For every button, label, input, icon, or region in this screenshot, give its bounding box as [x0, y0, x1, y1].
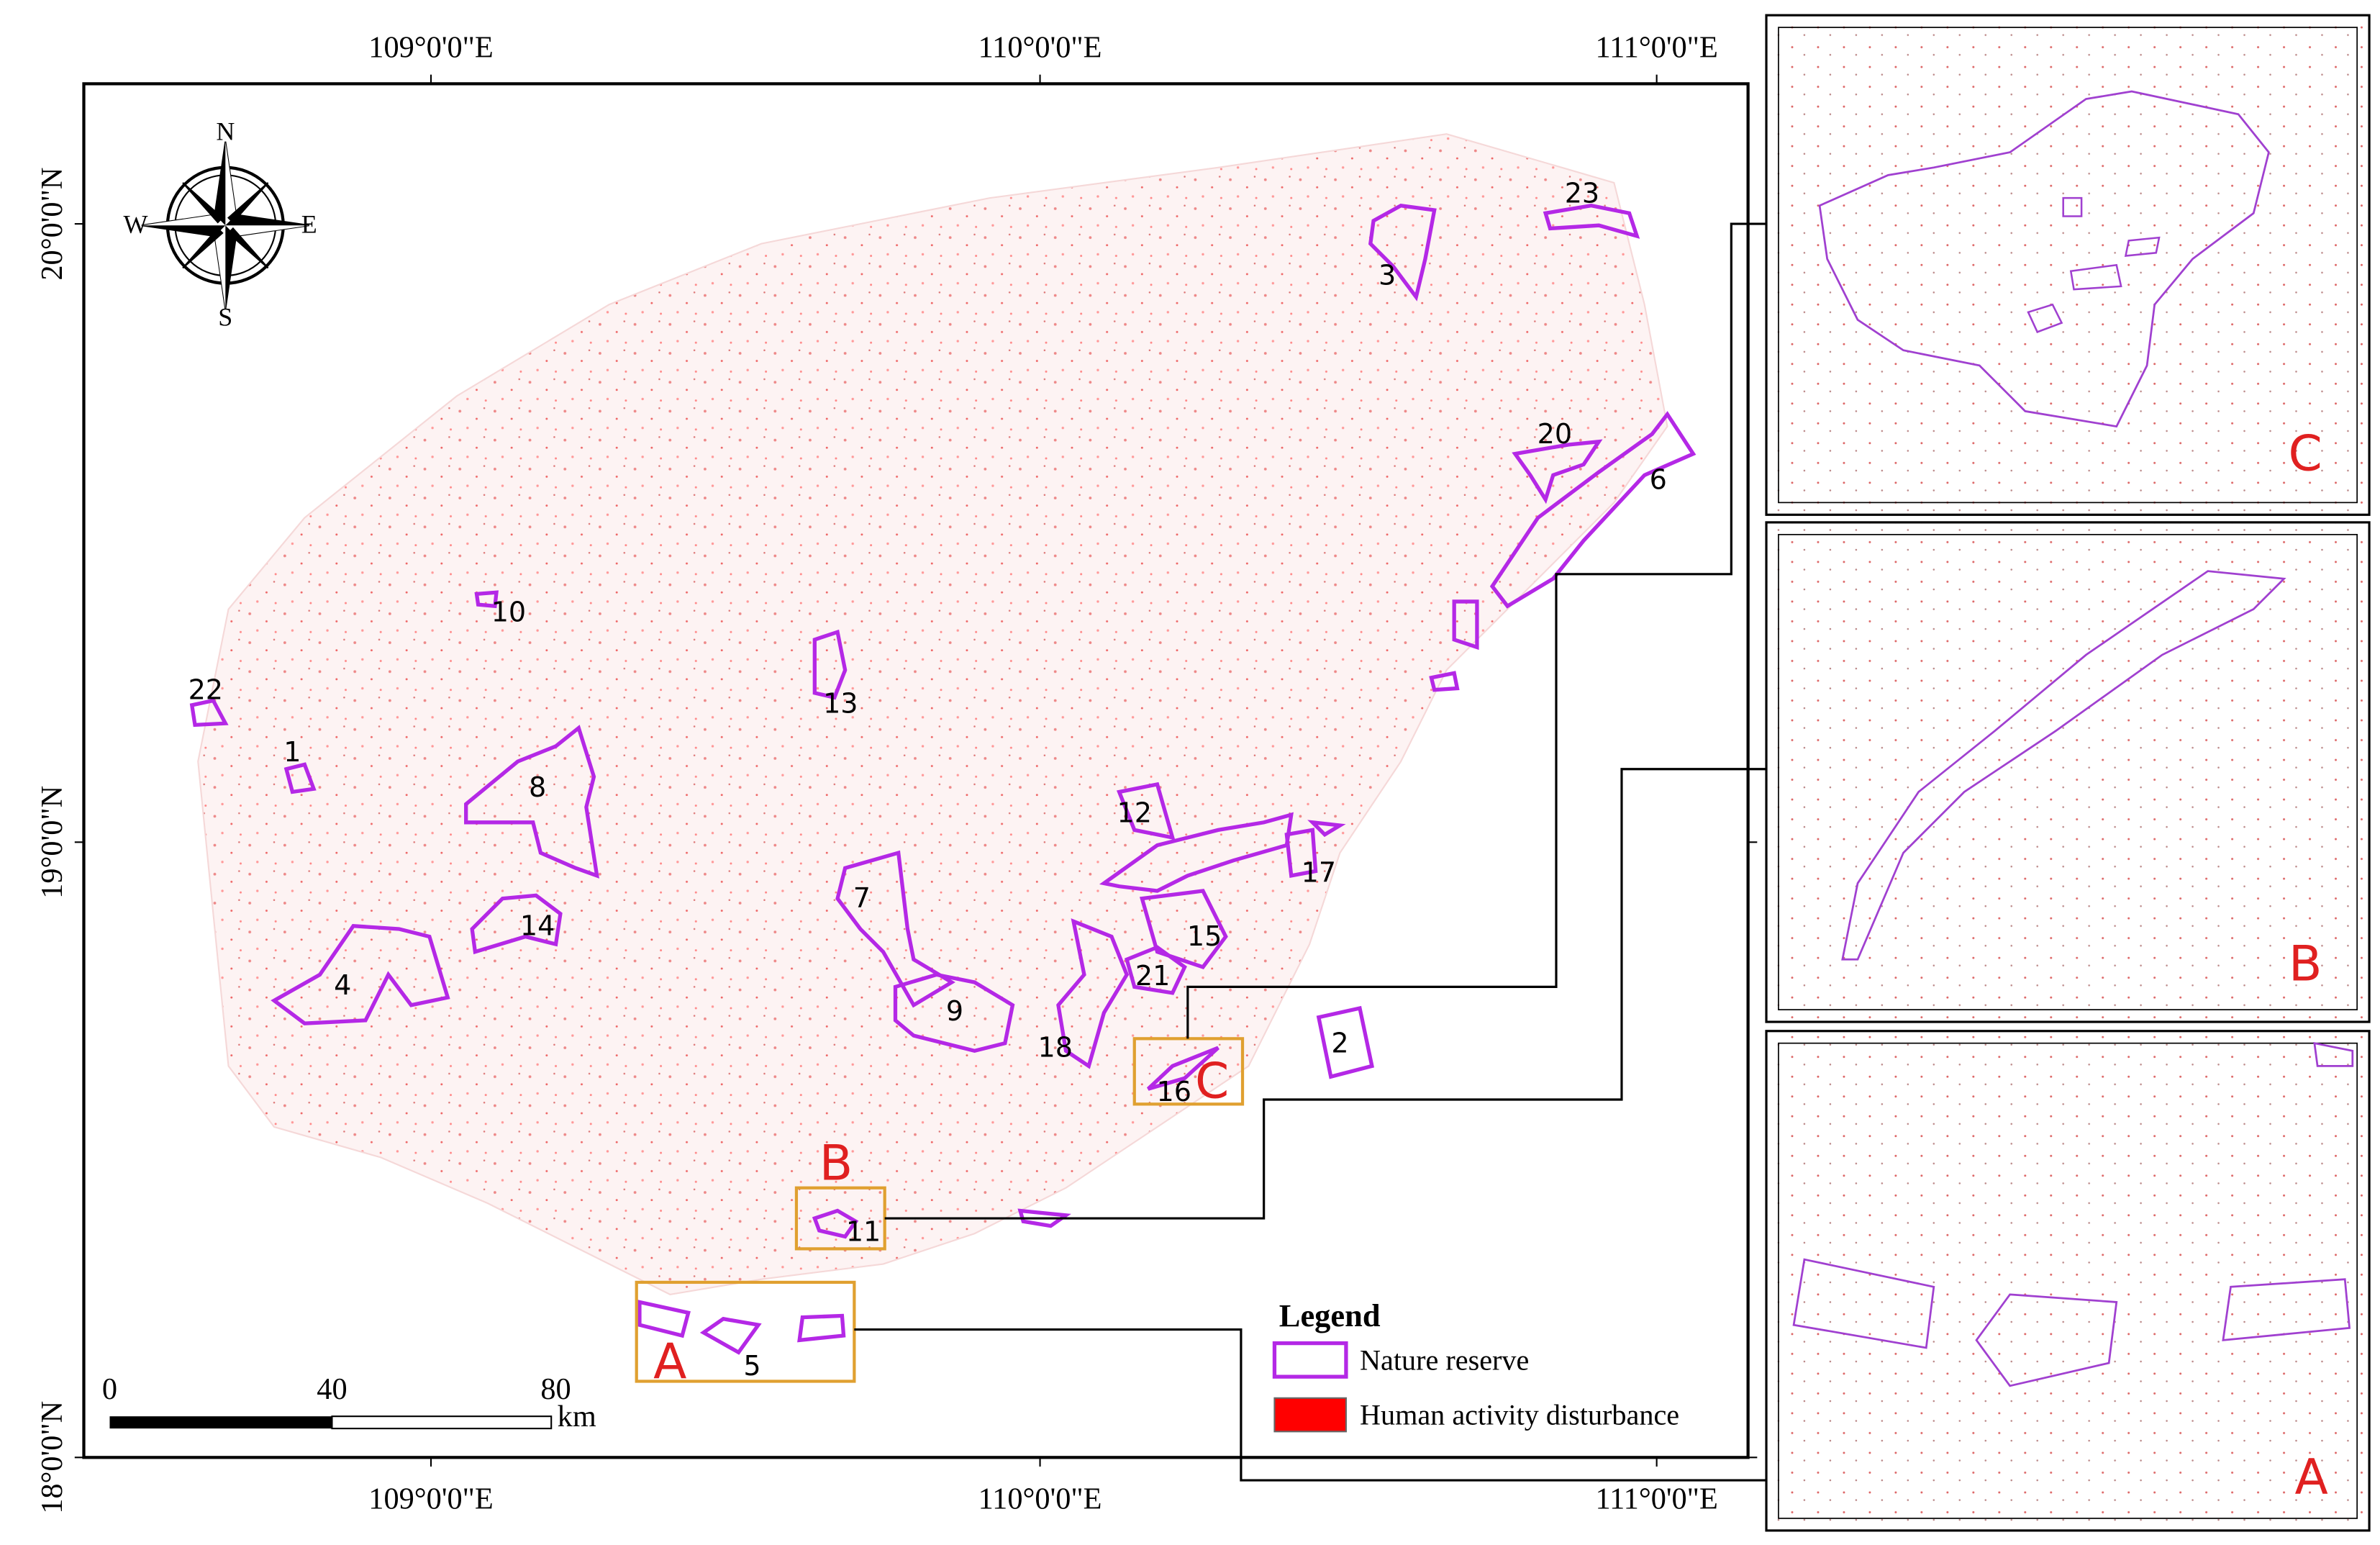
inset-inner — [1778, 533, 2358, 1010]
reserve-label: 1 — [283, 736, 301, 768]
reserve-label: 10 — [491, 596, 526, 627]
reserve — [1368, 203, 1437, 302]
connectors — [854, 222, 1767, 1482]
reserve-label: 5 — [743, 1350, 760, 1382]
reserve-label: 23 — [1565, 177, 1599, 209]
scale-segment — [331, 1415, 553, 1430]
reserve-label: 3 — [1379, 260, 1396, 291]
reserve — [1543, 204, 1640, 239]
reserve-label: 8 — [529, 771, 546, 803]
inset-letter: C — [2289, 425, 2322, 481]
compass-letter: N — [216, 117, 235, 145]
reserve — [1139, 889, 1228, 969]
reserve-label: 21 — [1135, 960, 1170, 992]
reserve-label: 14 — [520, 910, 555, 941]
inset-inner — [1778, 1042, 2358, 1519]
inset-letter: B — [2289, 935, 2322, 992]
reserve-label: 13 — [823, 687, 858, 719]
reserve — [464, 725, 599, 879]
scale-label: 40 — [317, 1372, 347, 1406]
reserve — [189, 698, 229, 728]
reserve — [1512, 439, 1603, 504]
reserve-label: 16 — [1157, 1076, 1191, 1107]
compass — [141, 141, 309, 309]
lon-label-bottom: 109°0'0"E — [368, 1482, 493, 1515]
reserve — [470, 893, 563, 955]
reserve — [893, 972, 1015, 1053]
box-letter: A — [653, 1333, 686, 1390]
compass-letter: W — [123, 210, 147, 239]
inset-letter: A — [2295, 1449, 2328, 1505]
lon-label-top: 109°0'0"E — [368, 31, 493, 65]
reserve-label: 12 — [1117, 797, 1152, 829]
scale-segment — [109, 1416, 332, 1429]
compass-letter: E — [301, 210, 317, 239]
reserve — [271, 923, 450, 1025]
reserve — [812, 629, 848, 700]
lon-label-top: 111°0'0"E — [1595, 31, 1717, 65]
reserve — [1489, 411, 1697, 609]
inset-reserve — [1792, 1041, 2354, 1387]
reserve — [1284, 820, 1346, 879]
reserve — [637, 1300, 846, 1355]
lon-label-top: 110°0'0"E — [978, 31, 1102, 65]
reserve — [1316, 1005, 1375, 1079]
connector — [884, 768, 1767, 1220]
lat-label: 18°0'0"N — [35, 1401, 69, 1514]
inset-frame — [1765, 14, 2371, 516]
reserve — [835, 850, 955, 1008]
zoom-box — [635, 1280, 856, 1383]
reserve-label: 4 — [334, 969, 351, 1001]
reserve-label: 2 — [1331, 1027, 1348, 1059]
legend-title: Legend — [1279, 1297, 1381, 1333]
legend-label: Human activity disturbance — [1360, 1399, 1679, 1431]
lat-label: 19°0'0"N — [35, 786, 69, 899]
inset-reserve — [1818, 90, 2270, 428]
connector — [854, 1328, 1767, 1482]
insets — [1765, 14, 2371, 1532]
reserve-label: 22 — [189, 674, 223, 705]
lon-label-bottom: 111°0'0"E — [1595, 1482, 1717, 1515]
island — [197, 133, 1668, 1295]
reserve — [283, 762, 317, 794]
reserve — [1146, 1046, 1219, 1091]
scale-label: 80 — [540, 1372, 571, 1406]
reserve-label: 11 — [846, 1216, 881, 1248]
reserve — [1124, 945, 1187, 995]
compass-letter: S — [218, 303, 232, 332]
lat-label: 20°0'0"N — [35, 168, 69, 281]
box-letter: C — [1195, 1052, 1229, 1109]
inset-inner — [1778, 27, 2358, 504]
inset-reserve — [2027, 196, 2161, 333]
legend-label: Nature reserve — [1360, 1344, 1529, 1376]
inset-frame — [1765, 1030, 2371, 1532]
reserve-label: 15 — [1187, 920, 1222, 952]
legend-swatch — [1272, 1341, 1348, 1379]
inset-frame — [1765, 521, 2371, 1023]
reserve-label: 20 — [1538, 418, 1572, 450]
reserve — [812, 1208, 859, 1239]
scale-bar — [109, 1415, 553, 1430]
legend — [1272, 1341, 1348, 1433]
reserve — [1056, 918, 1130, 1069]
reserve-label: 9 — [946, 995, 963, 1027]
scale-label: 0 — [102, 1372, 117, 1406]
scale-unit: km — [558, 1400, 596, 1433]
box-letter: B — [819, 1135, 853, 1192]
lon-label-bottom: 110°0'0"E — [978, 1482, 1102, 1515]
reserve-outlines — [189, 203, 1697, 1355]
legend-swatch — [1273, 1397, 1347, 1433]
compass-diagonal — [182, 182, 269, 269]
reserve — [474, 590, 499, 609]
reserve-label: 6 — [1650, 463, 1667, 495]
reserve-label: 17 — [1302, 856, 1336, 888]
inset-reserve — [1841, 570, 2286, 961]
reserve-label: 7 — [853, 882, 871, 914]
connector — [1186, 222, 1767, 1039]
reserve-label: 18 — [1037, 1032, 1072, 1064]
